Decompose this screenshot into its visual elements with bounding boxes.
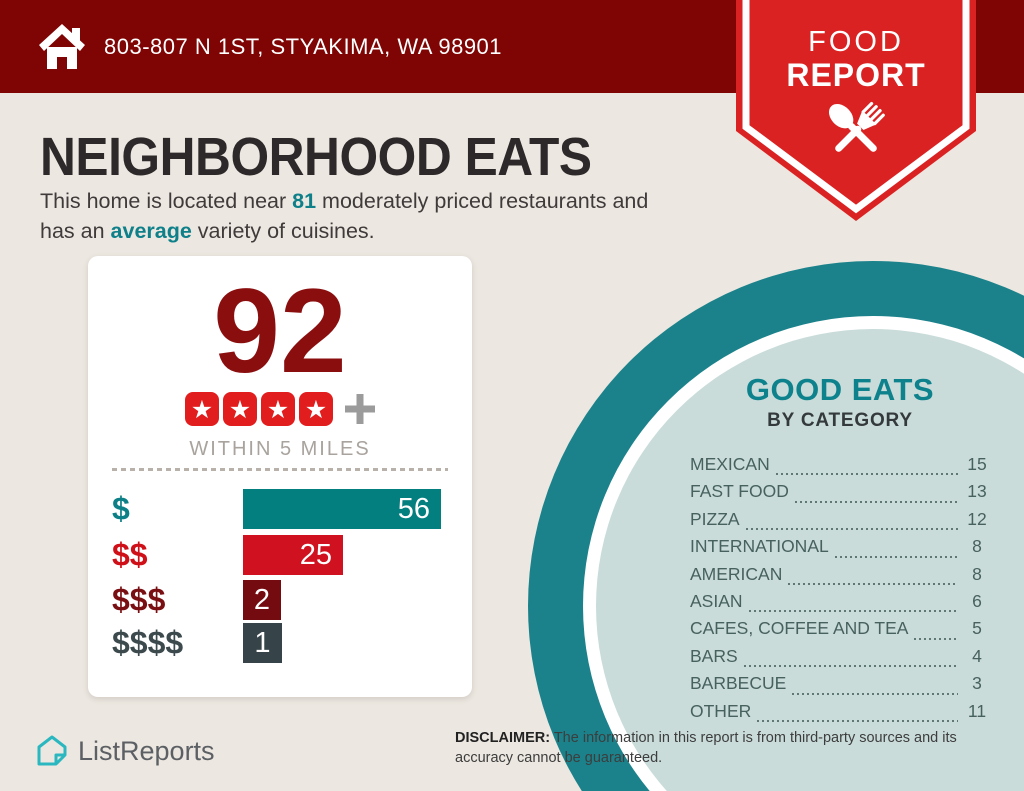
bar-value: 56 bbox=[397, 492, 430, 525]
category-value: 4 bbox=[972, 645, 982, 666]
price-tier-label: $$$$ bbox=[112, 624, 184, 661]
listreports-logo: ListReports bbox=[36, 734, 215, 768]
bar-row: $$$$ 1 bbox=[88, 623, 472, 663]
subtitle-text: moderately priced restaurants and has an bbox=[40, 189, 649, 243]
category-value: 3 bbox=[972, 673, 982, 694]
category-row: FAST FOOD 13 bbox=[690, 481, 990, 508]
dot-leader bbox=[794, 500, 958, 503]
subtitle-text: variety of cuisines. bbox=[191, 218, 375, 243]
listreports-house-icon bbox=[37, 735, 67, 766]
category-list: MEXICAN 15 FAST FOOD 13 PIZZA 12 INTERNATIO… bbox=[690, 454, 990, 728]
category-label: FAST FOOD bbox=[690, 481, 789, 502]
disclaimer-text: The information in this report is from t… bbox=[455, 730, 957, 766]
category-row: BARS 4 bbox=[690, 646, 990, 673]
category-value: 8 bbox=[972, 536, 982, 557]
category-label: OTHER bbox=[690, 700, 752, 721]
bar-value: 2 bbox=[253, 583, 271, 616]
dot-leader bbox=[834, 555, 958, 558]
category-row: INTERNATIONAL 8 bbox=[690, 536, 990, 563]
category-value: 13 bbox=[967, 481, 987, 502]
category-label: ASIAN bbox=[690, 590, 743, 611]
category-value: 11 bbox=[967, 700, 987, 721]
good-eats-title: GOOD EATS bbox=[745, 372, 935, 407]
dot-leader bbox=[745, 528, 958, 531]
home-icon bbox=[39, 23, 85, 69]
star-rating: ★ ★ ★ ★ bbox=[88, 392, 472, 426]
bar-dollar-x4: 1 bbox=[243, 623, 282, 663]
category-label: BARBECUE bbox=[690, 673, 787, 694]
restaurant-count: 81 bbox=[292, 189, 317, 213]
category-label: AMERICAN bbox=[690, 563, 783, 584]
badge-title-report: REPORT bbox=[786, 57, 926, 93]
category-row: AMERICAN 8 bbox=[690, 564, 990, 591]
category-value: 8 bbox=[972, 563, 982, 584]
bar-dollar: 56 bbox=[243, 489, 441, 529]
category-value: 12 bbox=[967, 508, 987, 529]
price-tier-label: $ bbox=[112, 490, 130, 527]
brand-name: ListReports bbox=[78, 735, 215, 766]
dot-leader bbox=[748, 610, 958, 613]
badge-title-food: FOOD bbox=[808, 26, 904, 58]
bar-dollar-dollar: 25 bbox=[243, 535, 343, 575]
star-icon: ★ bbox=[223, 392, 257, 426]
bar-row: $$ 25 bbox=[88, 535, 472, 575]
crossed-spoon-fork-icon bbox=[828, 101, 885, 152]
bar-value: 25 bbox=[299, 538, 332, 571]
subtitle-text: This home is located near bbox=[40, 189, 293, 213]
category-row: OTHER 11 bbox=[690, 701, 990, 728]
price-tier-label: $$$ bbox=[112, 581, 166, 618]
good-eats-subtitle: BY CATEGORY bbox=[767, 410, 913, 431]
category-row: BARBECUE 3 bbox=[690, 673, 990, 700]
dot-leader bbox=[775, 473, 958, 476]
disclaimer-label: DISCLAIMER: bbox=[455, 730, 551, 746]
disclaimer: DISCLAIMER: The information in this repo… bbox=[455, 729, 1017, 768]
price-tier-label: $$ bbox=[112, 536, 148, 573]
property-address: 803-807 N 1ST, STYAKIMA, WA 98901 bbox=[104, 33, 503, 59]
category-row: ASIAN 6 bbox=[690, 591, 990, 618]
dot-leader bbox=[792, 692, 958, 695]
dot-leader bbox=[788, 582, 958, 585]
bar-row: $ 56 bbox=[88, 489, 472, 529]
page-title: NEIGHBORHOOD EATS bbox=[40, 127, 592, 187]
bar-row: $$$ 2 bbox=[88, 580, 472, 620]
category-label: BARS bbox=[690, 645, 738, 666]
category-label: PIZZA bbox=[690, 508, 740, 529]
star-icon: ★ bbox=[185, 392, 219, 426]
dot-leader bbox=[757, 719, 958, 722]
dot-leader bbox=[914, 637, 958, 640]
dot-leader bbox=[743, 665, 958, 668]
bar-value: 1 bbox=[254, 626, 271, 659]
bar-dollar-x3: 2 bbox=[243, 580, 281, 620]
category-value: 5 bbox=[972, 618, 982, 639]
ribbon-shape bbox=[736, 0, 976, 221]
category-label: INTERNATIONAL bbox=[690, 536, 829, 557]
category-label: MEXICAN bbox=[690, 454, 770, 474]
category-row: MEXICAN 15 bbox=[690, 454, 990, 481]
good-eats-panel: GOOD EATS BY CATEGORY MEXICAN 15 FAST FOO… bbox=[690, 372, 990, 728]
category-row: PIZZA 12 bbox=[690, 509, 990, 536]
category-value: 6 bbox=[972, 590, 982, 611]
category-label: CAFES, COFFEE AND TEA bbox=[690, 618, 909, 639]
star-icon: ★ bbox=[299, 392, 333, 426]
radius-caption: WITHIN 5 MILES bbox=[189, 438, 371, 460]
dashed-divider bbox=[112, 468, 448, 471]
food-report-ribbon: FOOD REPORT bbox=[736, 0, 976, 222]
plus-icon bbox=[345, 394, 375, 424]
restaurant-score: 92 bbox=[213, 264, 347, 398]
variety-rating: average bbox=[110, 218, 192, 243]
category-row: CAFES, COFFEE AND TEA 5 bbox=[690, 618, 990, 645]
category-value: 15 bbox=[967, 454, 987, 474]
score-card: 92 ★ ★ ★ ★ WITHIN 5 MILES $ 56 $$ 25 $$$… bbox=[88, 256, 472, 697]
star-icon: ★ bbox=[261, 392, 295, 426]
page-subtitle: This home is located near 81 moderately … bbox=[40, 187, 760, 246]
